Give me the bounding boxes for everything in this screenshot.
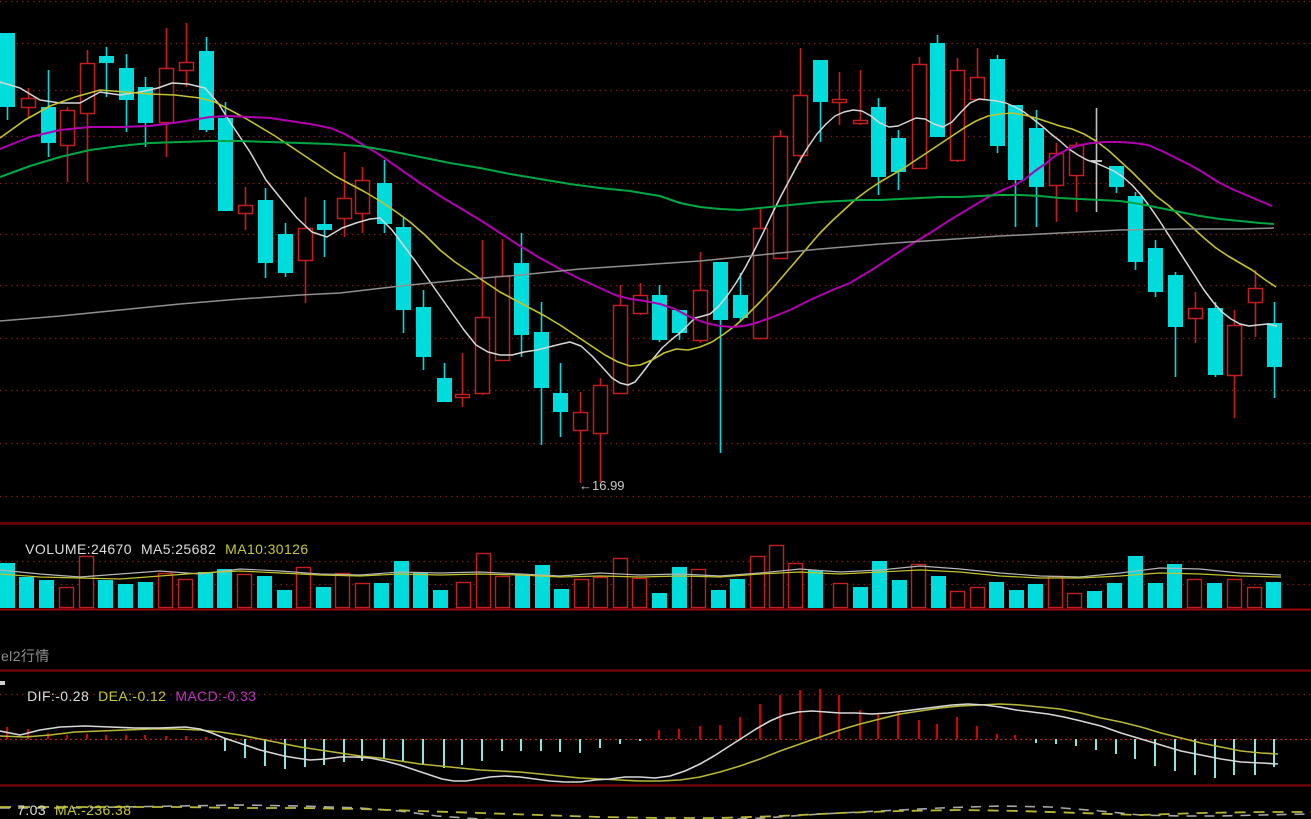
volume-label: VOLUME: xyxy=(25,541,91,557)
bottom-ma-label: MA: xyxy=(55,802,82,818)
volume-ma5-value: 25682 xyxy=(175,541,217,557)
clipped-text-fragment xyxy=(0,681,5,685)
macd-label: MACD: xyxy=(175,688,223,704)
bottom-ma-value: -236.38 xyxy=(81,802,132,818)
dif-label: DIF: xyxy=(27,688,56,704)
dea-value: -0.12 xyxy=(132,688,167,704)
macd-value: -0.33 xyxy=(222,688,257,704)
volume-ma10-value: 30126 xyxy=(267,541,309,557)
volume-header: VOLUME:24670 MA5:25682 MA10:30126 xyxy=(8,527,309,572)
bottom-value: 7.03 xyxy=(17,802,47,818)
volume-ma5-label: MA5: xyxy=(140,541,176,557)
macd-header: DIF:-0.28 DEA:-0.12 MACD:-0.33 xyxy=(10,674,256,719)
bottom-indicator-header: 7.03 MA:-236.38 xyxy=(0,788,131,819)
volume-value: 24670 xyxy=(91,541,132,557)
dif-value: -0.28 xyxy=(55,688,90,704)
level2-watermark: el2行情 xyxy=(1,648,50,664)
dea-label: DEA: xyxy=(98,688,133,704)
price-annotation: ←16.99 xyxy=(579,478,625,493)
volume-ma10-label: MA10: xyxy=(225,541,268,557)
